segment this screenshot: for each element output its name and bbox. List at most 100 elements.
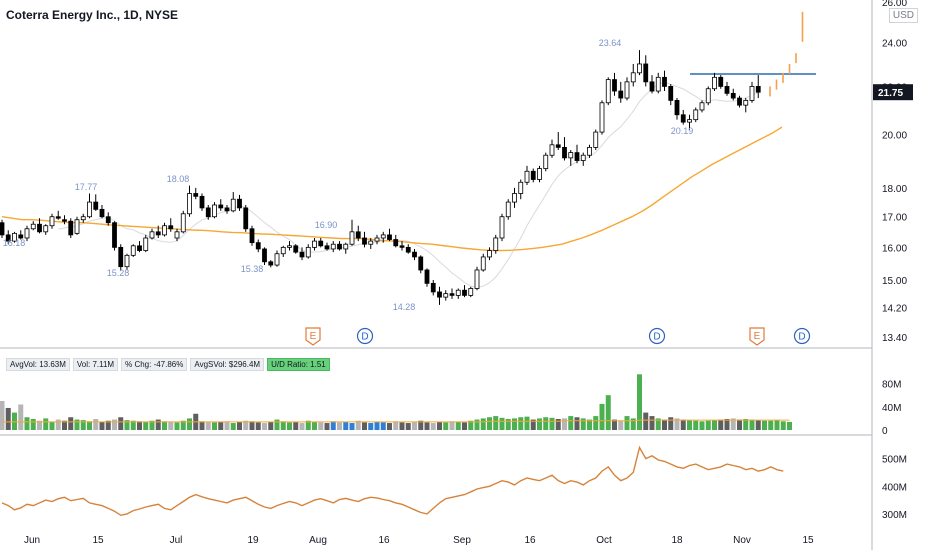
- dividend-marker: [793, 327, 811, 345]
- candle-body: [62, 219, 67, 222]
- y-axes: 26.0024.0022.0020.0018.0017.0016.0015.00…: [873, 0, 913, 344]
- volume-bar: [562, 418, 567, 430]
- volume-bar: [612, 419, 617, 430]
- volume-bar: [624, 416, 630, 430]
- volume-bar: [512, 418, 517, 430]
- volume-bar: [49, 421, 55, 430]
- volume-bar: [362, 422, 367, 430]
- volume-bar: [205, 421, 211, 430]
- candle-body: [518, 181, 524, 194]
- volume-bar: [687, 420, 692, 430]
- candle-body: [687, 119, 692, 123]
- candle-body: [462, 289, 467, 296]
- volume-bar: [330, 421, 336, 430]
- candle-body: [712, 76, 717, 90]
- candle-body: [705, 88, 711, 104]
- candle-body: [193, 193, 199, 197]
- volume-bar: [199, 421, 205, 430]
- candle-body: [555, 144, 561, 148]
- candle-body: [724, 86, 730, 94]
- candle-body: [355, 231, 361, 239]
- projection-series: [769, 11, 804, 97]
- candle-body: [80, 216, 86, 221]
- stats-bar: AvgVol: 13.63M Vol: 7.11M % Chg: -47.86%…: [6, 358, 330, 371]
- candle-body: [5, 234, 11, 242]
- volume-bar: [643, 412, 649, 430]
- volume-bar: [149, 420, 155, 430]
- chart-title: Coterra Energy Inc., 1D, NYSE: [6, 8, 179, 22]
- price-annotation: 17.77: [75, 182, 98, 192]
- volume-bar: [299, 423, 305, 430]
- candle-body: [487, 250, 492, 258]
- volume-bar: [324, 423, 330, 430]
- volume-bar: [787, 421, 792, 430]
- volume-bar: [649, 416, 655, 430]
- candle-body: [337, 243, 342, 250]
- candles: [0, 50, 761, 305]
- earnings-marker: [749, 327, 765, 346]
- volume-bar: [524, 416, 530, 430]
- volume-bar: [755, 420, 761, 430]
- candle-body: [587, 146, 592, 156]
- candle-body: [530, 170, 536, 180]
- candle-body: [624, 81, 630, 99]
- volume-bar: [455, 421, 461, 430]
- candle-body: [605, 79, 611, 104]
- candle-body: [218, 204, 224, 209]
- volume-bar: [5, 407, 11, 430]
- price-annotations: 17.77 16.18 15.28 18.08 15.38 16.90 14.28 23.64…: [3, 38, 694, 312]
- candle-body: [293, 245, 299, 253]
- volume-bar: [449, 421, 455, 430]
- candle-body: [237, 198, 242, 209]
- dividend-marker: [648, 327, 666, 345]
- candle-body: [618, 90, 624, 99]
- volume-bar: [118, 417, 124, 430]
- candle-body: [512, 193, 517, 203]
- candle-body: [430, 282, 436, 293]
- volume-bar: [762, 420, 767, 430]
- dollar-volume-axis-label: 400M: [882, 482, 907, 493]
- volume-bar: [418, 420, 424, 430]
- stat-ud-ratio: U/D Ratio: 1.51: [267, 358, 330, 371]
- candle-body: [424, 269, 430, 284]
- candle-body: [412, 251, 417, 258]
- candle-body: [362, 237, 367, 245]
- volume-bar: [255, 422, 261, 430]
- price-annotation: 23.64: [599, 38, 622, 48]
- candle-body: [405, 246, 411, 253]
- candle-body: [468, 288, 474, 296]
- currency-label[interactable]: USD: [888, 8, 918, 23]
- volume-bar: [237, 421, 242, 430]
- time-axis-label: Oct: [596, 535, 612, 546]
- time-axis-label: Jul: [170, 535, 183, 546]
- volume-bar: [343, 421, 349, 430]
- volume-bar: [87, 421, 92, 430]
- volume-bar: [374, 421, 380, 430]
- candle-body: [174, 231, 180, 239]
- dividend-marker-label: D: [361, 332, 368, 343]
- candle-body: [549, 144, 555, 156]
- candle-body: [749, 86, 755, 101]
- candle-body: [212, 204, 217, 218]
- volume-bar: [99, 421, 105, 430]
- candle-body: [399, 245, 405, 248]
- volume-bar: [480, 418, 486, 430]
- volume-bar: [424, 422, 430, 430]
- volume-bar: [218, 421, 224, 430]
- dollar-volume-line: 500M 400M 300M: [1, 445, 907, 521]
- candle-body: [162, 225, 167, 236]
- candle-body: [43, 225, 49, 233]
- volume-bar: [680, 419, 686, 430]
- volume-bar: [180, 420, 186, 430]
- volume-bar: [518, 417, 524, 430]
- volume-bar: [312, 421, 317, 430]
- volume-bar: [487, 417, 492, 430]
- volume-bar: [112, 419, 117, 430]
- volume-bar: [543, 417, 549, 430]
- price-annotation: 20.19: [671, 126, 694, 136]
- volume-bar: [405, 423, 411, 430]
- candle-body: [374, 237, 380, 242]
- candle-body: [643, 63, 649, 83]
